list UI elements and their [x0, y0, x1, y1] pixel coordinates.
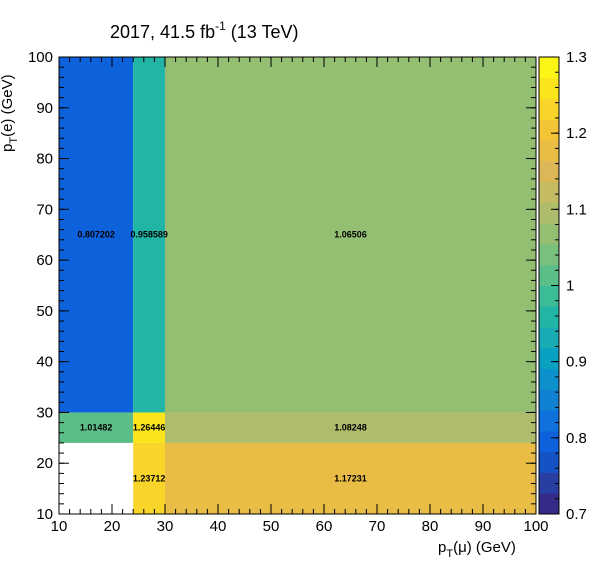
colorbar-segment — [539, 410, 559, 432]
colorbar-tick-label: 1.2 — [566, 125, 587, 142]
x-axis-label-main: p — [438, 539, 446, 556]
colorbar-tick-label: 1 — [566, 278, 574, 295]
y-tick-label: 90 — [36, 100, 53, 117]
x-tick-label: 80 — [422, 518, 439, 535]
cell-value-label: 1.23712 — [133, 473, 166, 483]
colorbar-segment — [539, 472, 559, 494]
heatmap-cell — [59, 412, 134, 443]
cell-value-label: 1.26446 — [133, 423, 166, 433]
colorbar-segment — [539, 451, 559, 473]
colorbar-tick-label: 0.7 — [566, 506, 587, 523]
x-tick-label: 100 — [523, 518, 548, 535]
chart-title-superscript: -1 — [215, 19, 226, 33]
colorbar: 0.7 0.8 0.9 1 1.1 1.2 1.3 — [538, 49, 587, 523]
heatmap-cell — [59, 57, 134, 413]
colorbar-segment — [539, 430, 559, 453]
x-axis-label-sub: T — [446, 548, 453, 560]
y-tick-label: 20 — [36, 455, 53, 472]
y-tick-label: 80 — [36, 151, 53, 168]
heatmap-cell — [165, 442, 536, 514]
colorbar-segment — [539, 57, 559, 79]
colorbar-tick-label: 0.8 — [566, 430, 587, 447]
chart-title: 2017, 41.5 fb-1 (13 TeV) — [110, 19, 298, 42]
x-tick-label: 90 — [475, 518, 492, 535]
x-tick-label: 10 — [51, 518, 68, 535]
colorbar-segment — [539, 77, 559, 100]
colorbar-segment — [539, 264, 559, 286]
x-tick-label: 60 — [316, 518, 333, 535]
y-axis-label-main: p — [0, 144, 16, 152]
colorbar-segment — [539, 493, 559, 515]
x-tick-label: 30 — [157, 518, 174, 535]
colorbar-segment — [539, 202, 559, 224]
colorbar-segment — [539, 243, 559, 266]
y-tick-label: 50 — [36, 303, 53, 320]
y-tick-label: 100 — [28, 49, 53, 66]
y-axis-label: pT(e) (GeV) — [0, 74, 20, 152]
cell-value-label: 1.17231 — [334, 473, 367, 483]
cell-value-label: 0.958589 — [130, 230, 168, 240]
y-tick-label: 40 — [36, 354, 53, 371]
colorbar-tick-label: 1.1 — [566, 201, 587, 218]
y-tick-label: 60 — [36, 252, 53, 269]
colorbar-segment — [539, 389, 559, 411]
chart-title-main: 2017, 41.5 fb — [110, 22, 215, 42]
colorbar-segment — [539, 327, 559, 349]
axes: 10 20 30 40 50 60 70 80 90 100 10 20 30 40 50 60 70 80 90 1… — [28, 49, 549, 535]
heatmap-cells — [59, 57, 536, 514]
colorbar-segment — [539, 140, 559, 162]
colorbar-segment — [539, 223, 559, 245]
colorbar-segment — [539, 368, 559, 390]
colorbar-tick-label: 1.3 — [566, 49, 587, 66]
heatmap-cell — [133, 412, 165, 443]
colorbar-segment — [539, 181, 559, 203]
x-tick-label: 70 — [369, 518, 386, 535]
heatmap-cell-labels: 1.23712 1.17231 1.01482 1.26446 1.08248 0.807… — [77, 230, 366, 484]
y-tick-label: 10 — [36, 506, 53, 523]
cell-value-label: 0.807202 — [77, 230, 115, 240]
plot-frame — [58, 56, 537, 515]
x-axis-label-rest: (μ) (GeV) — [453, 539, 516, 556]
y-axis-label-sub: T — [8, 137, 20, 144]
colorbar-segment — [539, 306, 559, 328]
x-tick-label: 20 — [104, 518, 121, 535]
cell-value-label: 1.01482 — [80, 423, 113, 433]
heatmap-cell — [133, 57, 165, 413]
cell-value-label: 1.08248 — [334, 423, 367, 433]
y-tick-label: 70 — [36, 201, 53, 218]
colorbar-segment — [539, 98, 559, 120]
heatmap-cell — [165, 412, 536, 443]
y-axis-label-rest: (e) (GeV) — [0, 74, 16, 137]
chart-title-suffix: (13 TeV) — [226, 22, 299, 42]
x-tick-label: 50 — [263, 518, 280, 535]
heatmap-cell — [165, 57, 536, 413]
colorbar-segment — [539, 347, 559, 370]
y-tick-label: 30 — [36, 404, 53, 421]
cell-value-label: 1.06506 — [334, 230, 367, 240]
heatmap-cell — [133, 442, 165, 514]
colorbar-segment — [539, 119, 559, 141]
colorbar-segment — [539, 285, 559, 307]
x-tick-label: 40 — [210, 518, 227, 535]
colorbar-tick-label: 0.9 — [566, 354, 587, 371]
x-axis-label: pT(μ) (GeV) — [438, 539, 516, 560]
colorbar-segment — [539, 160, 559, 183]
